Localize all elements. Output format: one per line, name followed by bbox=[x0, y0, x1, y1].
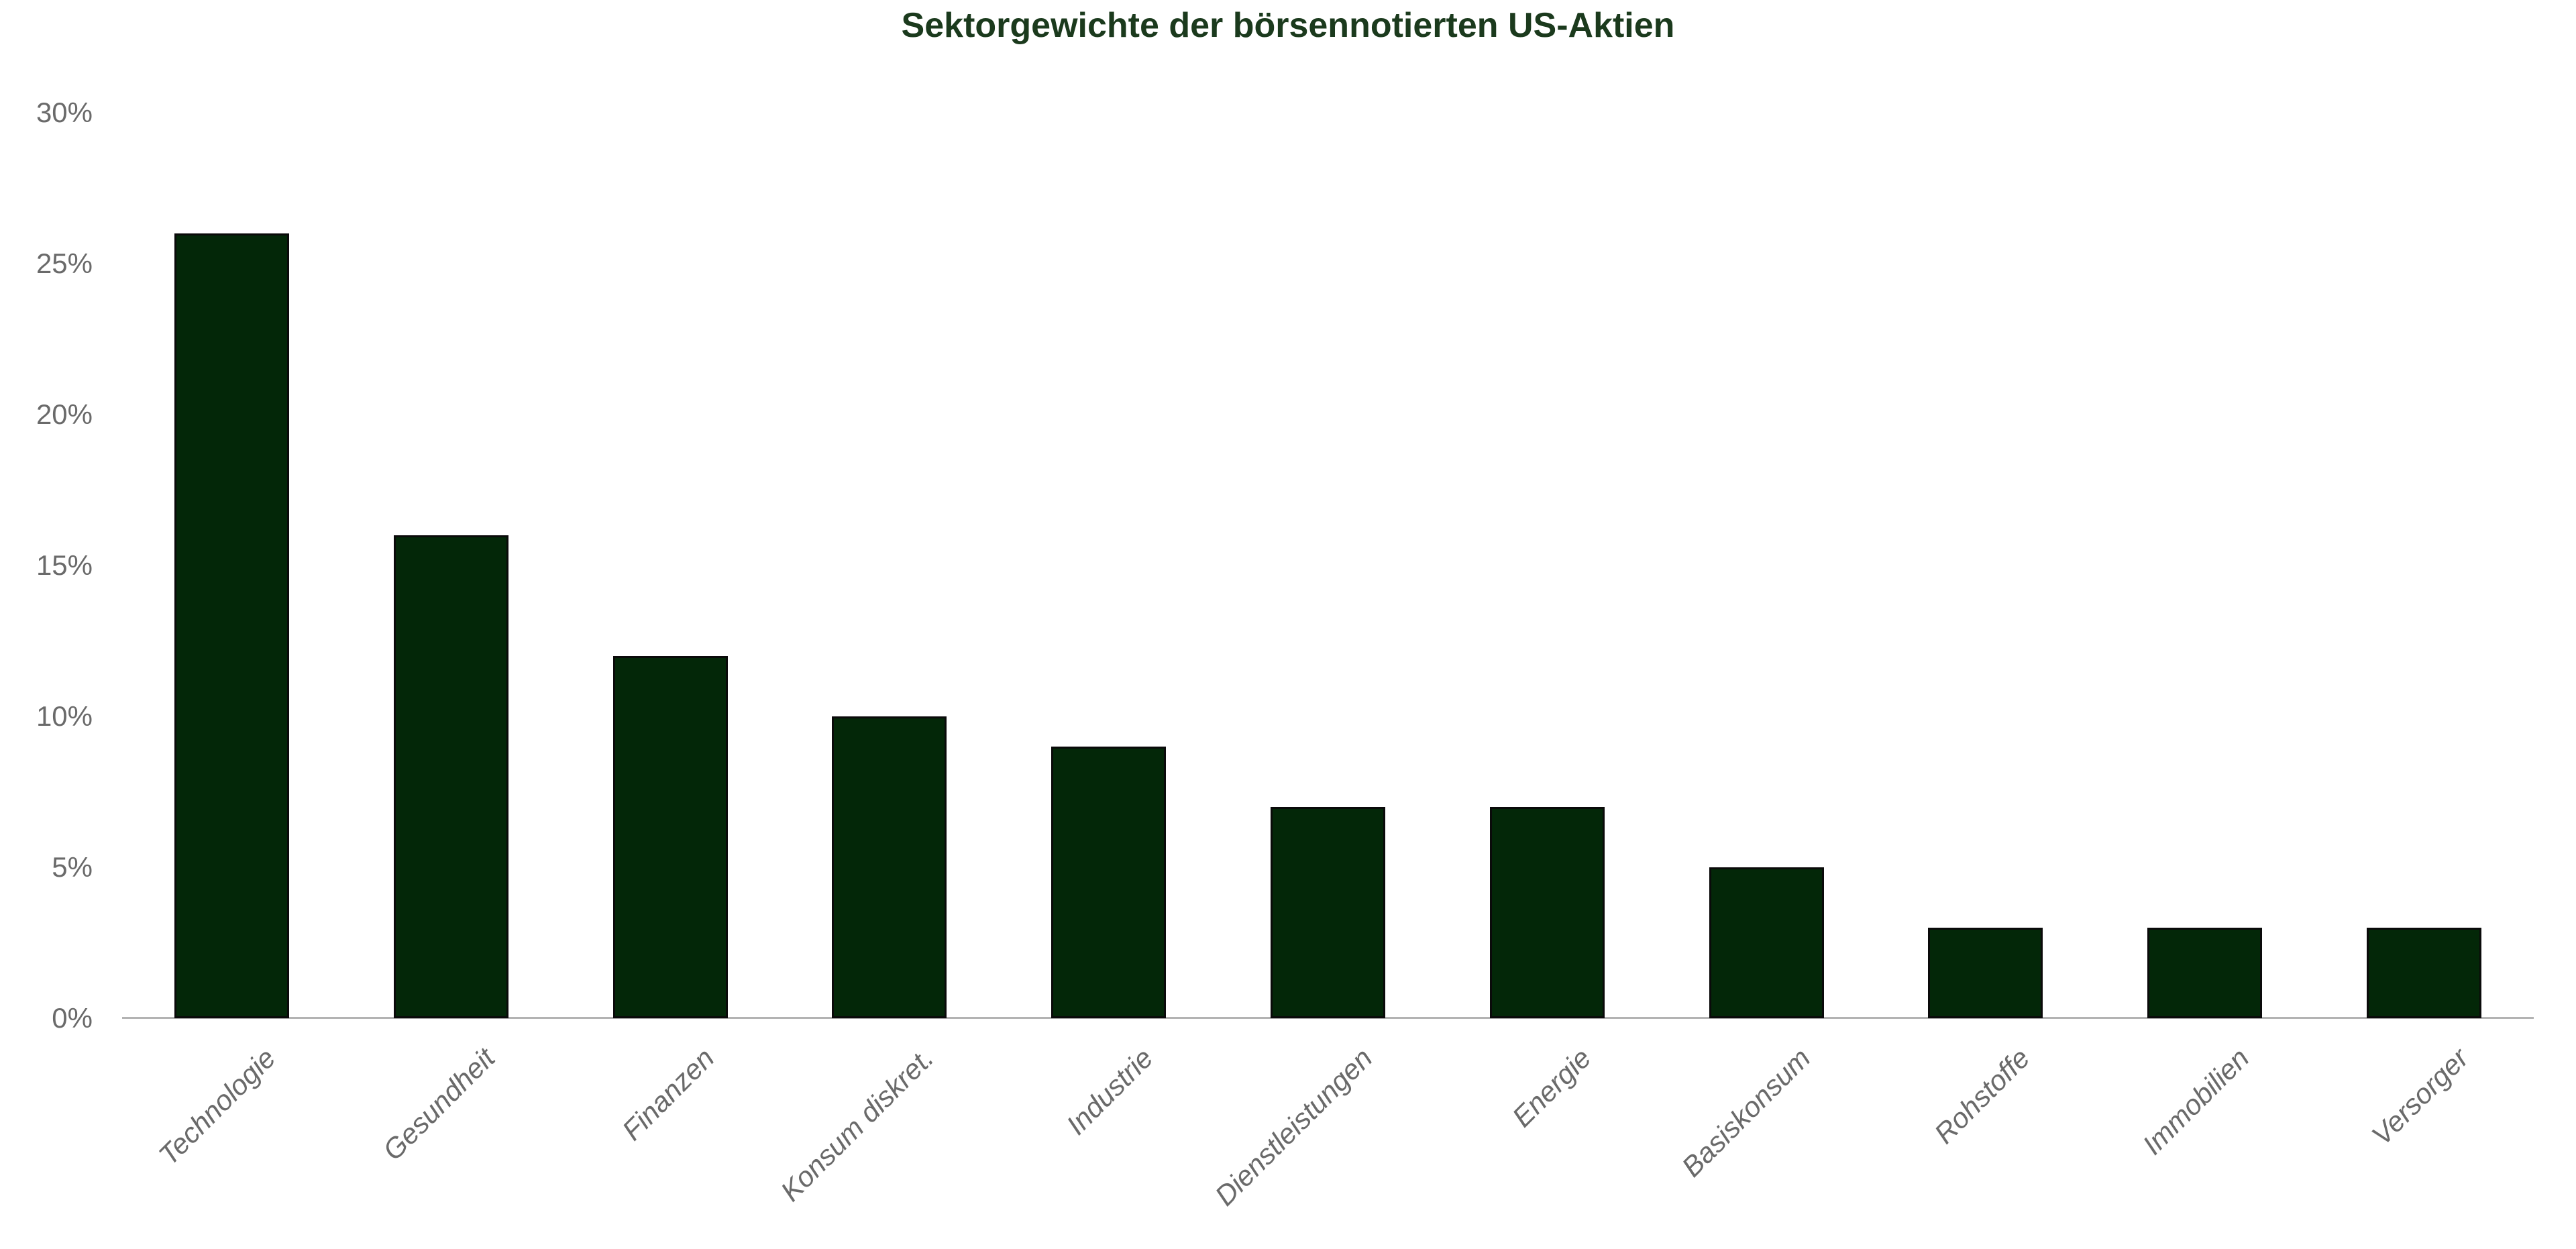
y-axis-tick-label: 15% bbox=[36, 549, 93, 581]
bar-gesundheit bbox=[393, 535, 508, 1018]
bar-immobilien bbox=[2147, 928, 2263, 1018]
bar-technologie bbox=[174, 233, 289, 1018]
y-axis-tick-label: 25% bbox=[36, 248, 93, 279]
x-axis-category-label: Dienstleistungen bbox=[1208, 1042, 1379, 1212]
y-axis-tick-label: 0% bbox=[52, 1002, 93, 1034]
bar-versorger bbox=[2367, 928, 2482, 1018]
x-axis-category-label: Rohstoffe bbox=[1928, 1042, 2036, 1150]
x-axis-category-label: Industrie bbox=[1060, 1042, 1159, 1141]
bar-rohstoffe bbox=[1928, 928, 2043, 1018]
y-axis-tick-label: 5% bbox=[52, 851, 93, 883]
x-axis-category-label: Gesundheit bbox=[376, 1042, 501, 1166]
chart-title: Sektorgewichte der börsennotierten US-Ak… bbox=[901, 6, 1675, 45]
x-axis-category-label: Energie bbox=[1506, 1042, 1597, 1134]
bar-dienstleistungen bbox=[1271, 807, 1385, 1018]
bar-energie bbox=[1489, 807, 1605, 1018]
bar-industrie bbox=[1051, 747, 1167, 1018]
y-axis-tick-label: 30% bbox=[36, 97, 93, 128]
bar-basiskonsum bbox=[1709, 867, 1824, 1018]
x-axis-category-label: Konsum diskret. bbox=[774, 1042, 940, 1207]
x-axis-category-label: Basiskonsum bbox=[1675, 1042, 1817, 1183]
y-axis-tick-label: 20% bbox=[36, 398, 93, 430]
x-axis-category-label: Technologie bbox=[152, 1042, 282, 1171]
x-axis-category-label: Finanzen bbox=[616, 1042, 720, 1146]
bar-konsum-diskret bbox=[832, 716, 947, 1018]
x-axis-category-label: Versorger bbox=[2365, 1042, 2475, 1151]
bar-finanzen bbox=[612, 656, 728, 1018]
x-axis-category-label: Immobilien bbox=[2136, 1042, 2255, 1161]
y-axis-tick-label: 10% bbox=[36, 700, 93, 732]
